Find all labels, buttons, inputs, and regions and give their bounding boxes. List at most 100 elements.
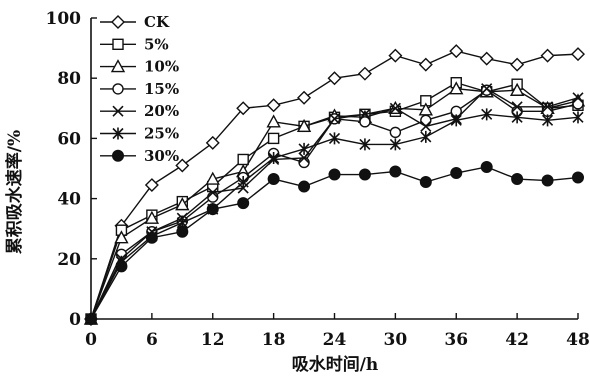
data-point bbox=[176, 225, 189, 238]
x-tick-label: 0 bbox=[85, 330, 97, 350]
data-point bbox=[205, 171, 220, 185]
data-point bbox=[418, 57, 433, 72]
data-point bbox=[267, 173, 280, 186]
legend-marker bbox=[112, 105, 124, 117]
x-tick-label: 12 bbox=[201, 330, 225, 350]
data-point bbox=[266, 114, 281, 128]
series-15pct bbox=[85, 84, 584, 325]
data-point bbox=[540, 48, 555, 63]
legend-label: CK bbox=[144, 13, 170, 31]
y-tick-label: 80 bbox=[57, 69, 81, 89]
legend: CK 5% 10% 15% 20% 25% 30% bbox=[100, 13, 179, 165]
data-point bbox=[267, 132, 280, 145]
x-tick-label: 48 bbox=[566, 330, 590, 350]
data-point bbox=[359, 138, 371, 151]
data-point bbox=[144, 178, 159, 193]
y-tick-label: 40 bbox=[57, 190, 81, 210]
legend-marker bbox=[111, 15, 125, 29]
data-point bbox=[511, 101, 523, 113]
x-tick-label: 36 bbox=[444, 330, 468, 350]
data-point bbox=[571, 47, 585, 62]
legend-item: 10% bbox=[100, 58, 179, 76]
x-axis-title: 吸水时间/h bbox=[292, 354, 379, 375]
data-point bbox=[145, 231, 158, 244]
legend-label: 20% bbox=[144, 102, 179, 120]
data-point bbox=[449, 44, 464, 59]
legend-label: 15% bbox=[144, 80, 179, 98]
data-point bbox=[175, 158, 190, 173]
legend-label: 5% bbox=[144, 35, 169, 53]
data-point bbox=[572, 171, 584, 184]
legend-label: 25% bbox=[144, 125, 179, 143]
y-axis-title: 累积吸水速率/% bbox=[4, 130, 25, 254]
data-point bbox=[450, 167, 463, 180]
data-point bbox=[358, 168, 371, 181]
data-point bbox=[389, 138, 401, 151]
data-point bbox=[144, 210, 160, 224]
data-point bbox=[328, 168, 341, 181]
data-point bbox=[420, 120, 432, 132]
legend-marker bbox=[110, 59, 126, 73]
series-line bbox=[90, 113, 579, 320]
data-point bbox=[237, 197, 250, 210]
x-tick-label: 18 bbox=[262, 330, 286, 350]
data-point bbox=[359, 116, 371, 128]
data-point bbox=[481, 83, 493, 95]
data-point bbox=[389, 165, 402, 178]
legend-marker bbox=[112, 83, 124, 95]
x-tick-label: 6 bbox=[146, 330, 158, 350]
legend-item: 25% bbox=[100, 125, 179, 143]
data-point bbox=[480, 84, 493, 96]
data-point bbox=[266, 98, 281, 113]
series-line bbox=[90, 166, 579, 320]
data-point bbox=[327, 71, 342, 86]
data-point bbox=[85, 313, 97, 325]
data-point bbox=[207, 187, 219, 199]
data-point bbox=[298, 180, 311, 193]
data-point bbox=[511, 173, 524, 186]
data-point bbox=[572, 92, 584, 104]
data-point bbox=[541, 114, 554, 127]
series-30pct bbox=[85, 160, 584, 325]
data-point bbox=[541, 101, 554, 113]
legend-item: CK bbox=[100, 13, 170, 31]
data-point bbox=[206, 203, 219, 216]
data-point bbox=[237, 153, 249, 166]
y-tick-label: 20 bbox=[57, 250, 81, 270]
legend-label: 10% bbox=[144, 58, 179, 76]
data-point bbox=[419, 176, 432, 189]
data-point bbox=[236, 101, 251, 116]
data-point bbox=[481, 108, 493, 121]
data-point bbox=[480, 160, 493, 173]
legend-item: 5% bbox=[100, 35, 169, 53]
data-point bbox=[479, 51, 494, 66]
series-lines bbox=[83, 44, 586, 326]
data-point bbox=[328, 132, 341, 145]
data-point bbox=[389, 126, 402, 139]
legend-marker bbox=[112, 149, 124, 162]
legend-item: 30% bbox=[100, 147, 179, 165]
data-point bbox=[511, 111, 523, 124]
data-point bbox=[510, 57, 525, 72]
data-point bbox=[389, 102, 401, 114]
data-point bbox=[388, 48, 403, 63]
axes: 0 20 40 60 80 100 0 6 12 18 24 30 36 42 48 bbox=[46, 9, 590, 350]
data-point bbox=[114, 230, 129, 244]
legend-item: 20% bbox=[100, 102, 179, 120]
x-tick-label: 42 bbox=[505, 330, 529, 350]
data-point bbox=[449, 81, 464, 95]
legend-marker bbox=[112, 38, 124, 50]
data-point bbox=[357, 66, 372, 81]
data-point bbox=[328, 113, 341, 125]
data-point bbox=[541, 174, 554, 187]
data-point bbox=[298, 152, 310, 164]
data-point bbox=[237, 176, 249, 189]
y-tick-label: 0 bbox=[69, 310, 81, 330]
data-point bbox=[359, 108, 371, 120]
x-tick-label: 30 bbox=[384, 330, 408, 350]
data-point bbox=[268, 151, 280, 164]
x-tick-label: 24 bbox=[323, 330, 347, 350]
data-point bbox=[450, 114, 462, 127]
